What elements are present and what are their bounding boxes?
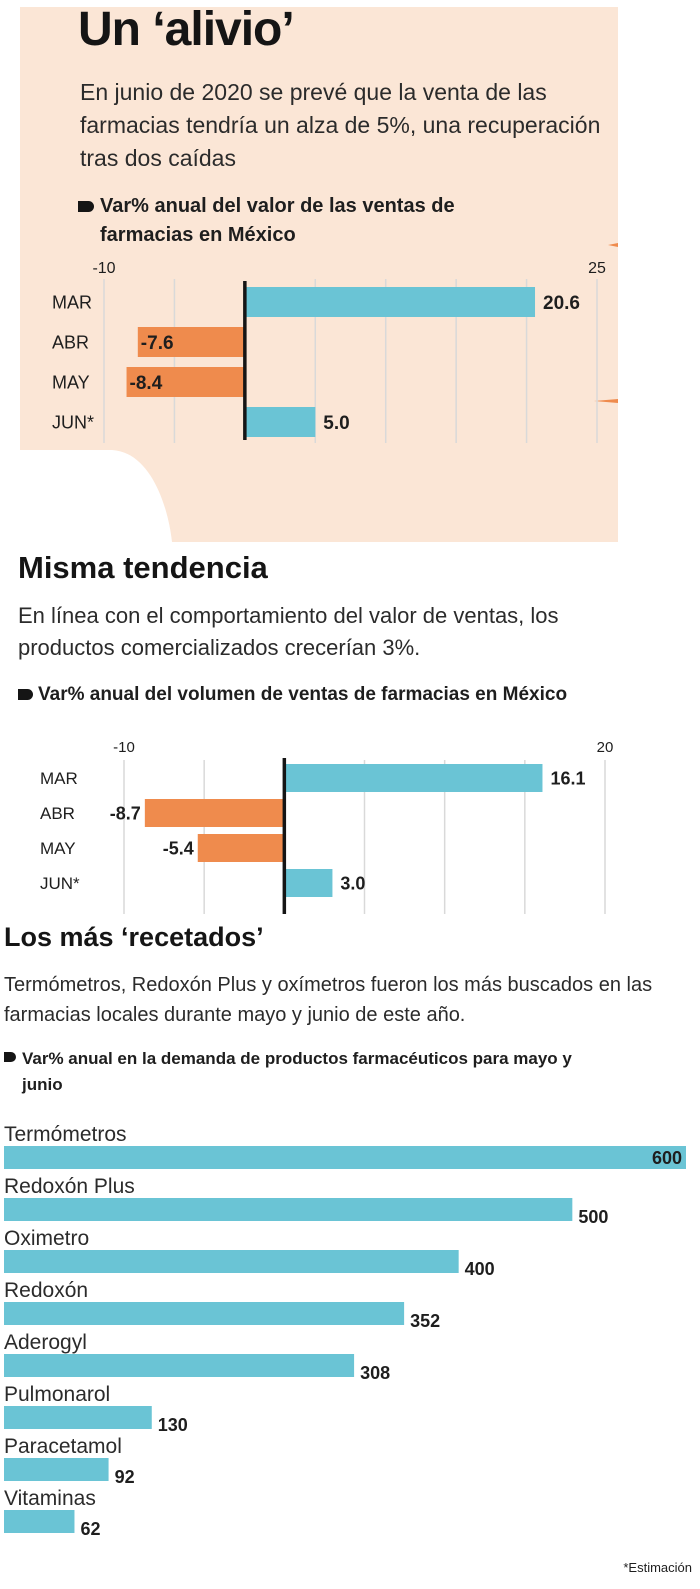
bar <box>4 1146 686 1169</box>
data-label: -8.4 <box>130 373 163 394</box>
label-marker-icon <box>78 201 94 212</box>
label-marker-icon <box>18 689 33 700</box>
section-subtitle: En junio de 2020 se prevé que la venta d… <box>80 79 601 171</box>
category-label: JUN* <box>52 412 94 432</box>
data-label: 92 <box>115 1467 135 1487</box>
data-label: 3.0 <box>340 873 365 893</box>
chart-label-text: Var% anual del valor de las ventas de fa… <box>100 195 455 246</box>
data-label: 352 <box>410 1311 440 1331</box>
category-label: MAR <box>52 292 92 312</box>
chart-label: Var% anual del valor de las ventas de fa… <box>78 192 498 250</box>
category-label: Oximetro <box>4 1227 89 1250</box>
tick-label: 20 <box>597 739 614 756</box>
panel-shape <box>20 7 618 542</box>
category-label: Redoxón Plus <box>4 1175 135 1198</box>
bar <box>197 834 285 862</box>
bar <box>137 327 245 357</box>
category-label: Vitaminas <box>4 1487 96 1510</box>
data-label: 130 <box>158 1415 188 1435</box>
bar <box>284 764 543 792</box>
category-label: Aderogyl <box>4 1331 87 1354</box>
chart-label: Var% anual en la demanda de productos fa… <box>4 1046 594 1098</box>
data-label: 600 <box>652 1148 682 1168</box>
bar-chart-volume: -10 20 MAR 16.1 ABR -8.7 MAY -5.4 JUN* 3.0 <box>40 739 614 914</box>
data-label: 308 <box>360 1363 390 1383</box>
section-title: Misma tendencia <box>18 550 268 585</box>
category-label: MAR <box>40 769 78 788</box>
tick-label: -10 <box>92 260 115 277</box>
data-label: 500 <box>578 1207 608 1227</box>
bar <box>144 799 285 827</box>
tick-label: -10 <box>113 739 135 756</box>
bar-chart-value: -10 25 MAR 20.6 ABR -7.6 MAY -8.4 JUN* 5.0 <box>52 260 606 443</box>
bar <box>4 1354 355 1377</box>
bar <box>244 407 316 437</box>
label-marker-icon <box>4 1052 16 1062</box>
bar <box>4 1406 152 1429</box>
category-label: Termómetros <box>4 1123 127 1146</box>
panel-edge-accent <box>594 399 618 403</box>
category-label: Pulmonarol <box>4 1383 110 1406</box>
bar <box>284 869 333 897</box>
bar <box>4 1198 573 1221</box>
data-label: 400 <box>465 1259 495 1279</box>
chart-section-demand: Los más ‘recetados’ Termómetros, Redoxón… <box>0 922 700 1589</box>
bar <box>4 1302 405 1325</box>
data-label: -8.7 <box>110 803 141 823</box>
category-label: Paracetamol <box>4 1435 122 1458</box>
section-subtitle: Termómetros, Redoxón Plus y oxímetros fu… <box>4 974 653 1026</box>
category-label: ABR <box>52 332 89 352</box>
chart-section-volume: Misma tendencia En línea con el comporta… <box>0 550 700 922</box>
chart-label: Var% anual del volumen de ventas de farm… <box>18 682 578 708</box>
bar <box>244 287 536 317</box>
chart-label-text: Var% anual del volumen de ventas de farm… <box>38 684 568 705</box>
section-title: Los más ‘recetados’ <box>4 922 264 952</box>
panel-edge-accent <box>608 243 618 247</box>
category-label: MAY <box>52 372 90 392</box>
bar <box>126 367 245 397</box>
data-label: 16.1 <box>550 768 585 788</box>
section-subtitle: En línea con el comportamiento del valor… <box>18 603 559 660</box>
data-label: 62 <box>80 1519 100 1539</box>
section-title: Un ‘alivio’ <box>78 3 295 56</box>
bar <box>4 1250 459 1273</box>
data-label: -7.6 <box>141 333 174 354</box>
category-label: Redoxón <box>4 1279 88 1302</box>
data-label: 5.0 <box>323 413 349 434</box>
tick-label: 25 <box>588 260 606 277</box>
category-label: ABR <box>40 804 75 823</box>
bar <box>4 1510 75 1533</box>
category-label: MAY <box>40 839 76 858</box>
chart-label-text: Var% anual en la demanda de productos fa… <box>22 1049 572 1094</box>
data-label: -5.4 <box>163 838 194 858</box>
bar <box>4 1458 109 1481</box>
background-panel <box>20 7 618 542</box>
bar-chart-demand: Termómetros 600 Redoxón Plus 500 Oximetro 400… <box>4 1123 686 1539</box>
footnote: *Estimación <box>623 1560 692 1575</box>
chart-section-value: Un ‘alivio’ En junio de 2020 se prevé qu… <box>0 0 700 550</box>
category-label: JUN* <box>40 874 80 893</box>
data-label: 20.6 <box>543 293 580 314</box>
